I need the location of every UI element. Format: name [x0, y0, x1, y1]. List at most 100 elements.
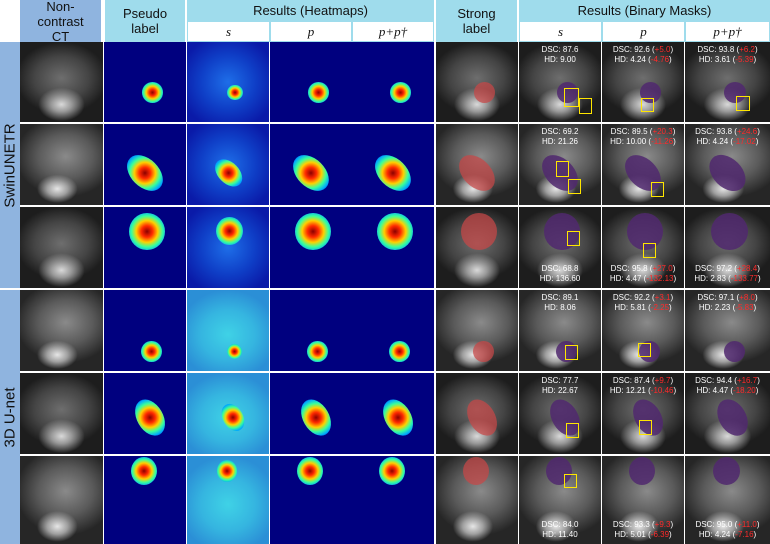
- panel-r3-mpp: DSC: 97.2 (+28.4) HD: 2.83 (-133.77): [685, 207, 770, 288]
- heatmap-blob: [368, 147, 418, 198]
- panel-r3-hs: [187, 207, 269, 288]
- dsc-delta: +16.7: [736, 376, 758, 385]
- header-noncontrast-ct: Non-contrast CT: [20, 0, 101, 44]
- predicted-mask: [724, 82, 747, 103]
- dsc-delta: +8.0: [739, 293, 755, 302]
- dsc-value: DSC: 84.0: [541, 520, 579, 529]
- panel-r2-pseudo: [104, 124, 186, 205]
- dsc-delta: +11.0: [737, 520, 757, 529]
- hd-value: HD: 4.24: [614, 55, 646, 64]
- heatmap-blob: [389, 82, 412, 103]
- dsc-value: DSC: 68.8: [541, 264, 579, 273]
- dsc-value: DSC: 95.0: [695, 520, 733, 529]
- hd-delta: -133.77: [730, 274, 758, 283]
- error-region-box: [555, 161, 569, 178]
- metric-hd: HD: 2.83 (-133.77): [694, 274, 761, 283]
- heatmap-blob: [141, 82, 164, 103]
- error-region-box: [641, 98, 655, 113]
- strong-mask: [460, 394, 503, 441]
- heatmap-blob: [128, 212, 165, 250]
- strong-mask: [473, 341, 494, 363]
- panel-r5-hpp: [352, 373, 434, 454]
- predicted-mask: [723, 341, 745, 363]
- panel-r5-ct: [20, 373, 103, 454]
- metric-hd: HD: 3.61 (-5.39): [698, 55, 757, 64]
- heatmap-blob: [376, 212, 413, 250]
- panel-r3-pseudo: [104, 207, 186, 288]
- panel-r3-ms: DSC: 68.8 HD: 136.60: [519, 207, 601, 288]
- metric-dsc: DSC: 93.3 (+9.3): [612, 520, 674, 529]
- error-region-box: [643, 243, 657, 259]
- panel-r2-mp: DSC: 89.5 (+20.3) HD: 10.00 (-11.26): [602, 124, 684, 205]
- panel-r4-ct: [20, 290, 103, 371]
- panel-r1-ct: [20, 42, 103, 122]
- panel-r1-hpp: [352, 42, 434, 122]
- error-region-box: [566, 231, 580, 246]
- metric-dsc: DSC: 95.8 (+27.0): [610, 264, 676, 273]
- strong-mask: [463, 456, 490, 486]
- panel-r5-pseudo: [104, 373, 186, 454]
- subheader-mask-ppd: p+p†: [685, 21, 770, 42]
- panel-r4-strong: [436, 290, 518, 371]
- dsc-value: DSC: 97.1: [697, 293, 735, 302]
- heatmap-blob: [389, 341, 410, 363]
- metric-dsc: DSC: 87.6: [519, 45, 601, 55]
- predicted-mask: [702, 147, 753, 198]
- panel-r2-ms: DSC: 69.2 HD: 21.26: [519, 124, 601, 205]
- dsc-value: DSC: 92.6: [612, 45, 650, 54]
- heatmap-blob: [128, 394, 171, 441]
- error-region-box: [651, 182, 665, 197]
- hd-value: HD: 4.24: [698, 530, 731, 539]
- hd-value: HD: 136.60: [539, 274, 581, 283]
- hd-value: HD: 5.81: [614, 303, 646, 312]
- metric-hd: HD: 21.26: [519, 137, 601, 147]
- metric-hd: HD: 22.67: [519, 386, 601, 396]
- header-results-binary-masks: Results (Binary Masks): [519, 0, 770, 21]
- hd-value: HD: 22.67: [541, 386, 579, 395]
- hd-value: HD: 4.24: [696, 137, 729, 146]
- error-region-box: [736, 96, 750, 111]
- metric-dsc: DSC: 92.2 (+3.1): [612, 293, 674, 302]
- subheader-heatmap-ppd: p+p†: [352, 21, 434, 42]
- metric-hd: HD: 4.24 (-7.16): [698, 530, 757, 539]
- dsc-delta: +3.1: [654, 293, 671, 302]
- panel-r6-mp: DSC: 93.3 (+9.3) HD: 5.01 (-6.39): [602, 456, 684, 544]
- error-region-box: [578, 98, 592, 114]
- metric-dsc: DSC: 68.8: [519, 264, 601, 274]
- metric-hd: HD: 12.21 (-10.46): [609, 386, 677, 395]
- hd-value: HD: 4.47: [609, 274, 642, 283]
- hd-delta: -18.20: [733, 386, 756, 395]
- heatmap-blob: [376, 394, 419, 441]
- error-region-box: [564, 87, 579, 107]
- heatmap-blob: [379, 456, 406, 486]
- predicted-mask: [629, 456, 656, 486]
- hd-delta: -10.46: [650, 386, 674, 395]
- heatmap-blob: [307, 82, 330, 103]
- strong-mask: [460, 212, 497, 250]
- metric-dsc: DSC: 77.7: [519, 376, 601, 386]
- dsc-delta: +27.0: [652, 264, 673, 273]
- panel-r6-hs: [187, 456, 269, 544]
- hd-value: HD: 4.47: [696, 386, 729, 395]
- subheader-heatmap-p: p: [270, 21, 352, 42]
- metric-hd: HD: 5.01 (-6.39): [614, 530, 672, 539]
- subheader-mask-s: s: [519, 21, 602, 42]
- hd-delta: -11.26: [651, 137, 674, 146]
- dsc-delta: +6.2: [739, 45, 755, 54]
- hd-delta: -7.16: [735, 530, 754, 539]
- header-results-heatmaps: Results (Heatmaps): [187, 0, 434, 21]
- panel-r3-mp: DSC: 95.8 (+27.0) HD: 4.47 (-132.13): [602, 207, 684, 288]
- panel-r3-hpp: [352, 207, 434, 288]
- panel-r2-hs: [187, 124, 269, 205]
- predicted-mask: [711, 393, 755, 442]
- heatmap-blob: [217, 460, 237, 482]
- heatmap-blob: [307, 341, 328, 363]
- panel-r2-hpp: [352, 124, 434, 205]
- panel-r4-hp: [270, 290, 352, 371]
- panel-r2-ct: [20, 124, 103, 205]
- metric-hd: HD: 11.40: [519, 530, 601, 540]
- metric-dsc: DSC: 97.2 (+28.4): [695, 264, 760, 273]
- heatmap-blob: [216, 217, 244, 246]
- predicted-mask: [639, 82, 662, 103]
- panel-r4-pseudo: [104, 290, 186, 371]
